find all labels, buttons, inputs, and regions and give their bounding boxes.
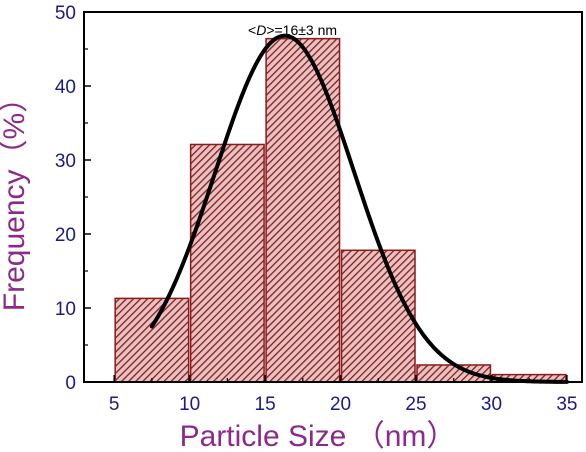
annotation-suffix: >=16±3 nm: [266, 22, 337, 38]
y-tick-label: 10: [55, 299, 76, 320]
y-tick-label: 30: [55, 151, 76, 172]
x-axis-ticks: 5 10 15 20 25 30 35: [109, 375, 577, 415]
x-tick-label: 35: [556, 394, 577, 415]
y-tick-label: 20: [55, 225, 76, 246]
gaussian-fit-curve: [149, 33, 569, 384]
y-axis-ticks: 0 10 20 30 40 50: [55, 3, 91, 394]
y-tick-label: 50: [55, 3, 76, 24]
x-tick-label: 20: [330, 394, 351, 415]
x-tick-label: 25: [405, 394, 426, 415]
mean-size-annotation: <D>=16±3 nm: [248, 22, 337, 38]
histogram-bar-4: [340, 249, 416, 383]
y-tick-label: 40: [55, 77, 76, 98]
histogram-bar-2: [189, 143, 265, 383]
x-axis-title: Particle Size （nm）: [180, 420, 457, 452]
x-tick-label: 30: [481, 394, 502, 415]
x-tick-label: 15: [255, 394, 276, 415]
annotation-prefix: <: [248, 22, 256, 38]
annotation-variable: D: [256, 22, 266, 38]
histogram-bars: [114, 37, 567, 383]
y-axis-title: Frequency（%）: [0, 83, 31, 311]
histogram-bar-3: [265, 37, 341, 383]
x-tick-label: 10: [179, 394, 200, 415]
histogram-bar-1: [114, 297, 190, 383]
y-tick-label: 0: [65, 373, 76, 394]
x-tick-label: 5: [109, 394, 120, 415]
